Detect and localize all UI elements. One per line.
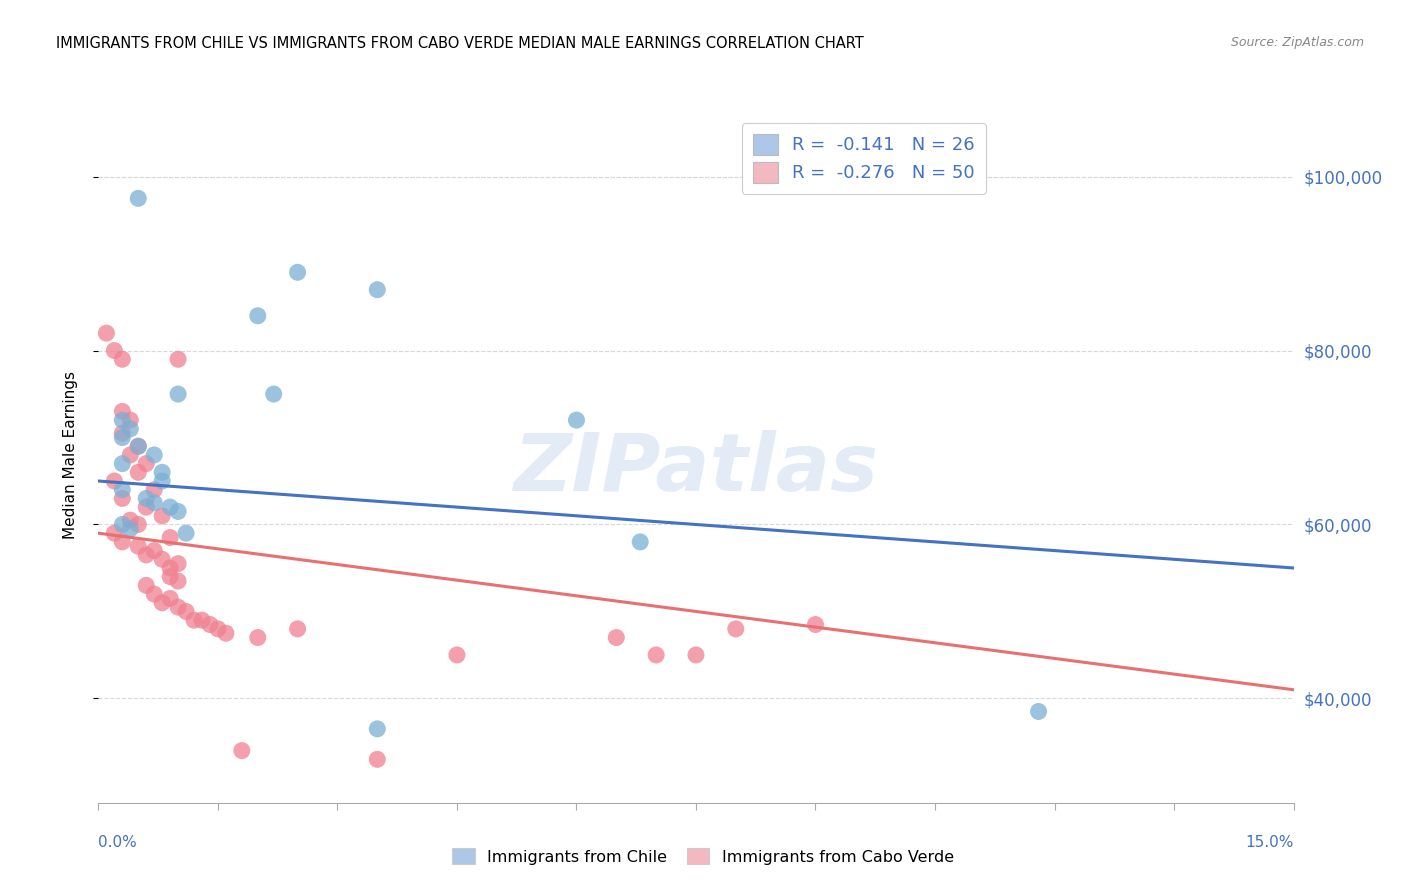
Point xyxy=(150,508,173,523)
Point xyxy=(167,574,190,588)
Text: ZIPatlas: ZIPatlas xyxy=(513,430,879,508)
Point xyxy=(135,500,157,515)
Point xyxy=(120,422,142,436)
Point xyxy=(103,474,125,488)
Point xyxy=(174,605,197,619)
Point xyxy=(150,596,173,610)
Point xyxy=(159,531,181,545)
Text: 15.0%: 15.0% xyxy=(1246,836,1294,850)
Point xyxy=(135,457,157,471)
Point xyxy=(135,548,157,562)
Point xyxy=(366,283,388,297)
Point xyxy=(685,648,707,662)
Point xyxy=(159,591,181,606)
Point xyxy=(143,543,166,558)
Point xyxy=(174,526,197,541)
Point xyxy=(150,552,173,566)
Text: IMMIGRANTS FROM CHILE VS IMMIGRANTS FROM CABO VERDE MEDIAN MALE EARNINGS CORRELA: IMMIGRANTS FROM CHILE VS IMMIGRANTS FROM… xyxy=(56,36,865,51)
Point xyxy=(111,404,134,418)
Point xyxy=(111,535,134,549)
Point xyxy=(120,513,142,527)
Legend: Immigrants from Chile, Immigrants from Cabo Verde: Immigrants from Chile, Immigrants from C… xyxy=(446,842,960,871)
Text: Source: ZipAtlas.com: Source: ZipAtlas.com xyxy=(1230,36,1364,49)
Point xyxy=(96,326,118,341)
Text: 0.0%: 0.0% xyxy=(98,836,138,850)
Point xyxy=(103,526,125,541)
Point xyxy=(120,448,142,462)
Point xyxy=(207,622,229,636)
Y-axis label: Median Male Earnings: Median Male Earnings xyxy=(63,371,77,539)
Point xyxy=(103,343,125,358)
Point xyxy=(111,413,134,427)
Point xyxy=(246,309,269,323)
Point xyxy=(167,600,190,615)
Point xyxy=(645,648,668,662)
Point xyxy=(120,413,142,427)
Point xyxy=(127,466,149,480)
Point xyxy=(167,504,190,518)
Point xyxy=(167,387,190,401)
Point xyxy=(1028,705,1050,719)
Point xyxy=(167,557,190,571)
Point xyxy=(724,622,747,636)
Point xyxy=(159,561,181,575)
Point xyxy=(150,474,173,488)
Point xyxy=(565,413,588,427)
Point xyxy=(167,352,190,367)
Point xyxy=(127,539,149,553)
Point xyxy=(231,744,253,758)
Point xyxy=(366,722,388,736)
Point xyxy=(127,439,149,453)
Point xyxy=(111,426,134,441)
Point xyxy=(159,500,181,515)
Point xyxy=(135,578,157,592)
Point xyxy=(111,431,134,445)
Point xyxy=(111,457,134,471)
Point xyxy=(605,631,627,645)
Point xyxy=(263,387,285,401)
Point xyxy=(127,517,149,532)
Point xyxy=(628,535,651,549)
Point xyxy=(111,517,134,532)
Point xyxy=(120,522,142,536)
Point xyxy=(135,491,157,506)
Point xyxy=(446,648,468,662)
Point xyxy=(366,752,388,766)
Point xyxy=(159,570,181,584)
Point xyxy=(143,587,166,601)
Point xyxy=(191,613,214,627)
Point xyxy=(246,631,269,645)
Point xyxy=(198,617,221,632)
Point xyxy=(183,613,205,627)
Legend: R =  -0.141   N = 26, R =  -0.276   N = 50: R = -0.141 N = 26, R = -0.276 N = 50 xyxy=(742,123,986,194)
Point xyxy=(215,626,238,640)
Point xyxy=(111,483,134,497)
Point xyxy=(111,352,134,367)
Point xyxy=(143,483,166,497)
Point xyxy=(143,496,166,510)
Point xyxy=(111,491,134,506)
Point xyxy=(287,622,309,636)
Point xyxy=(127,439,149,453)
Point xyxy=(150,466,173,480)
Point xyxy=(804,617,827,632)
Point xyxy=(127,191,149,205)
Point xyxy=(143,448,166,462)
Point xyxy=(287,265,309,279)
